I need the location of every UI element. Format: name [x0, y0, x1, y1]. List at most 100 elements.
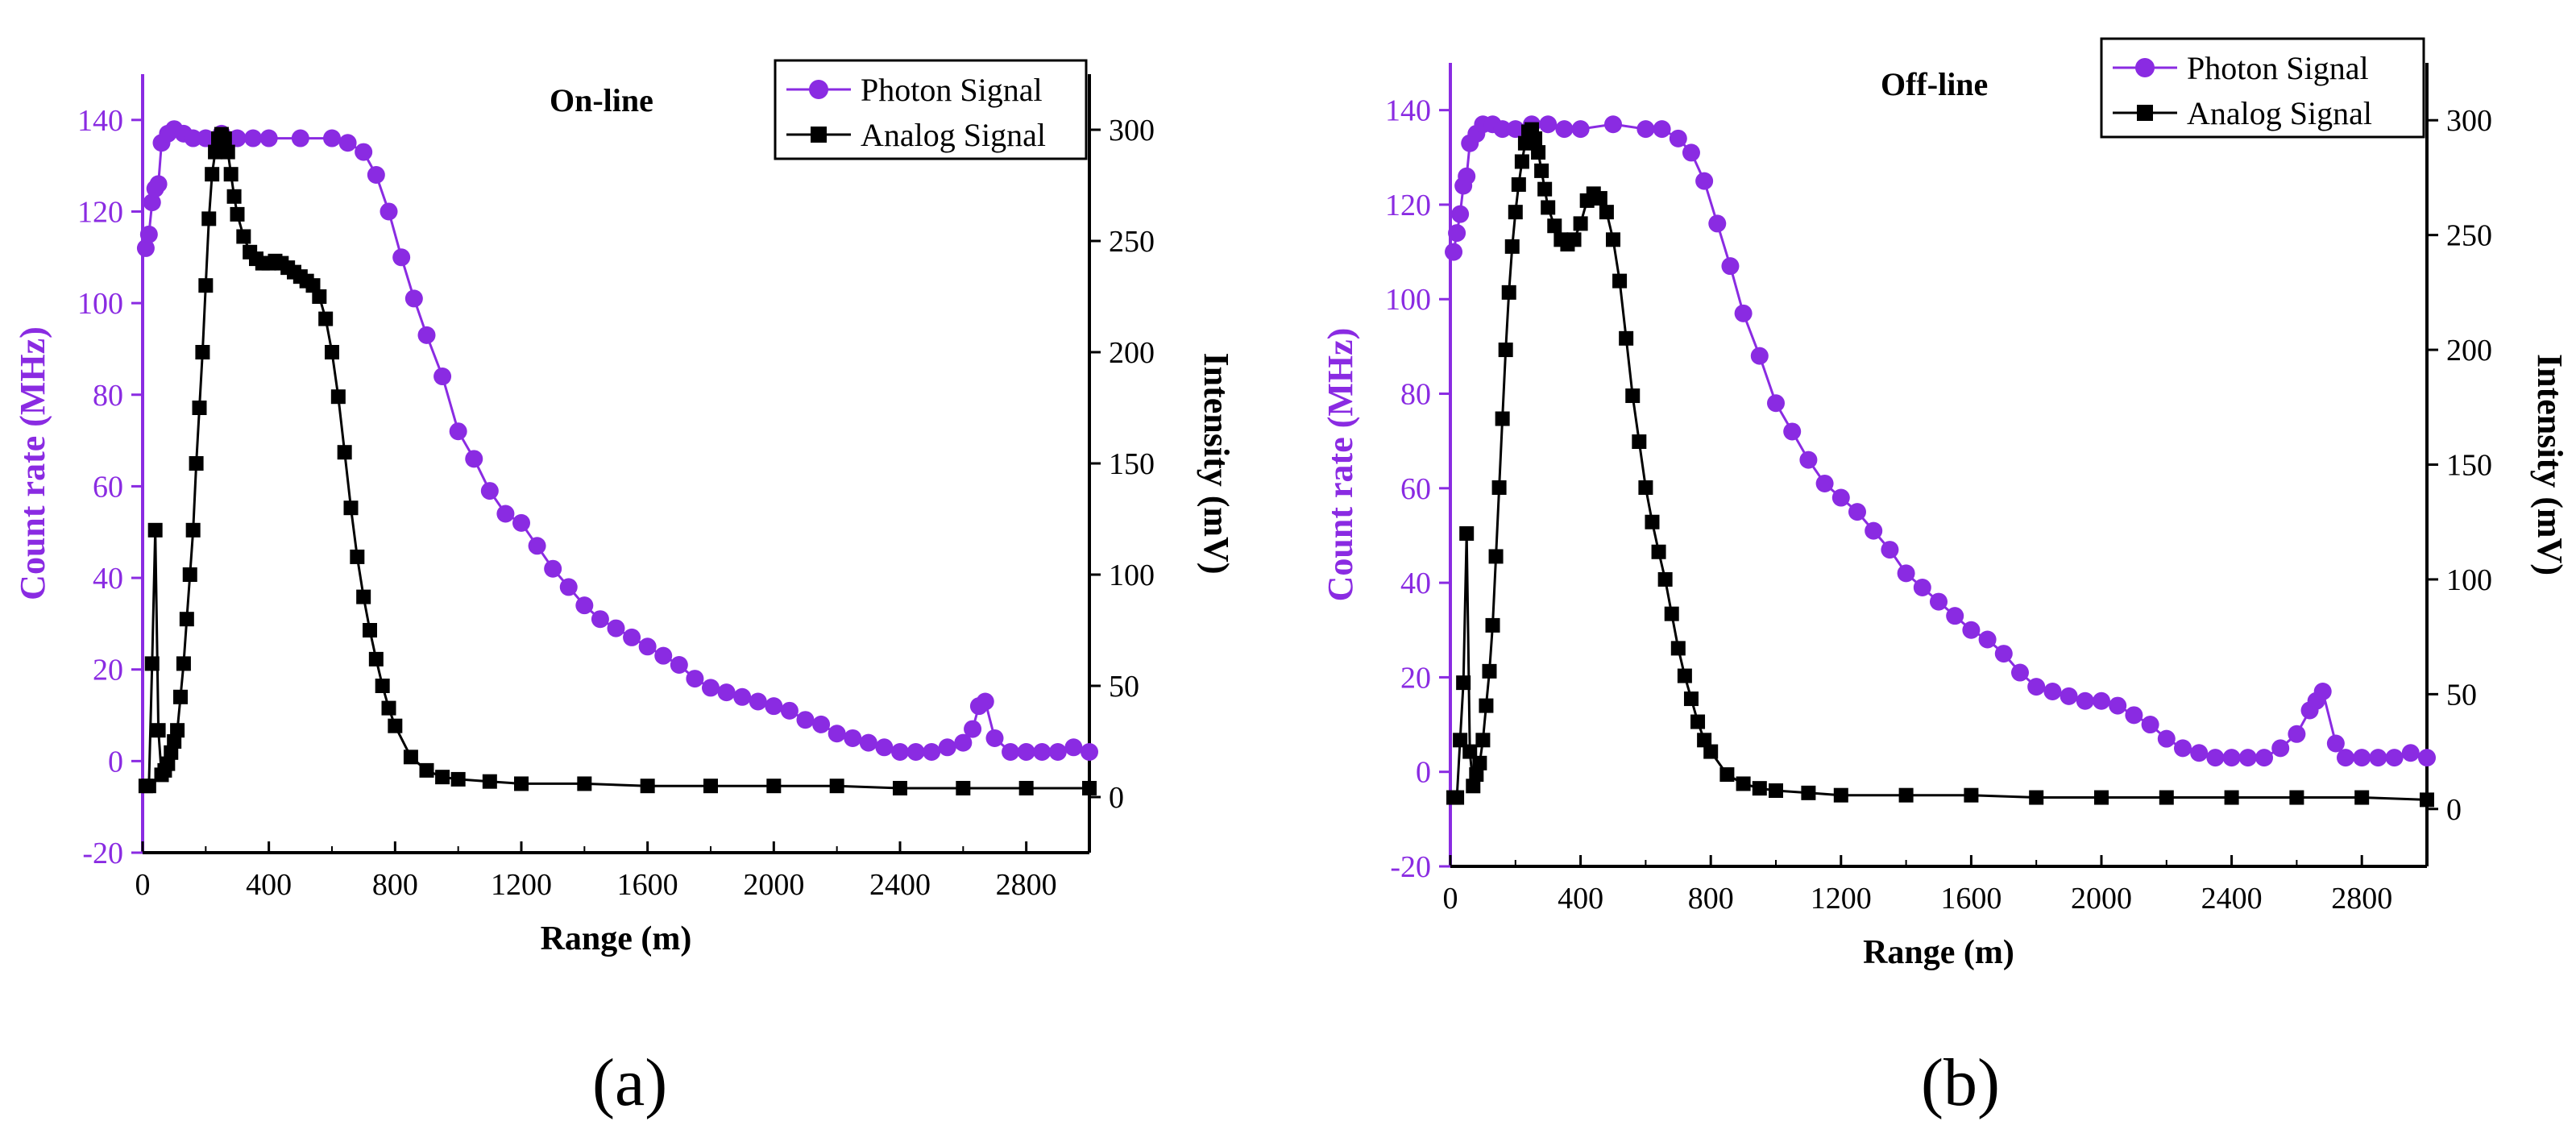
analog-signal-point — [189, 456, 204, 471]
photon-signal-point — [149, 175, 168, 193]
right-y-tick-label: 0 — [2446, 793, 2462, 827]
chart-title: On-line — [550, 82, 653, 118]
photon-signal-point — [923, 742, 941, 761]
analog-signal-point — [1450, 790, 1465, 805]
analog-signal-point — [179, 612, 194, 627]
analog-signal-point — [220, 144, 235, 160]
left-y-tick-label: -20 — [1390, 850, 1431, 884]
photon-signal-point — [355, 143, 373, 161]
photon-signal-point — [2060, 687, 2078, 705]
analog-signal-point — [640, 779, 655, 794]
photon-signal-point — [1695, 172, 1714, 190]
legend-box — [2100, 37, 2425, 139]
photon-signal-point — [2418, 749, 2436, 767]
photon-signal-point — [291, 129, 309, 147]
photon-signal-point — [404, 289, 423, 308]
photon-signal-point — [2288, 725, 2306, 743]
photon-signal-point — [2190, 744, 2209, 762]
analog-signal-point — [1606, 232, 1620, 247]
photon-signal-point — [1721, 257, 1740, 276]
x-tick-label: 2400 — [2201, 882, 2263, 916]
photon-signal-point — [244, 129, 263, 147]
photon-signal-point — [197, 129, 215, 147]
analog-signal-point — [1082, 780, 1097, 795]
left-y-tick-label: 100 — [1385, 283, 1431, 317]
photon-signal-point — [976, 692, 994, 711]
analog-signal-point — [703, 779, 718, 794]
photon-signal-point — [139, 225, 158, 243]
analog-signal-point — [1703, 744, 1719, 759]
analog-signal-point — [1619, 330, 1634, 346]
left-y-tick-label: 0 — [108, 745, 123, 779]
analog-signal-point — [1501, 284, 1516, 300]
x-tick-label: 400 — [1558, 882, 1603, 916]
photon-signal-point — [1458, 167, 1476, 185]
photon-signal-point — [1048, 742, 1067, 761]
right-y-tick-label: 50 — [2446, 678, 2477, 712]
left-y-axis-title: Count rate (MHz) — [1321, 328, 1360, 602]
left-y-axis-title: Count rate (MHz) — [13, 326, 52, 600]
chart-panel-a: 0 400 800 1200 1600 2000 2400 2800-200204060801… — [13, 59, 1236, 957]
x-tick-label: 1600 — [617, 868, 678, 902]
analog-signal-point — [1651, 544, 1666, 559]
analog-signal-point — [2094, 790, 2109, 805]
photon-signal-point — [136, 239, 155, 257]
analog-signal-point — [1670, 641, 1686, 656]
photon-signal-point — [1002, 742, 1020, 761]
x-tick-label: 0 — [1443, 882, 1458, 916]
analog-signal-point — [1736, 776, 1751, 791]
photon-signal-point — [1946, 607, 1964, 625]
analog-signal-point — [343, 500, 359, 516]
photon-signal-point — [1555, 120, 1574, 139]
legend-marker-analog — [811, 127, 827, 143]
legend: Photon Signal Analog Signal — [2100, 37, 2425, 139]
analog-signal-point — [1537, 181, 1553, 197]
x-tick-label: 1200 — [491, 868, 552, 902]
photon-signal-point — [392, 248, 411, 267]
x-tick-label: 800 — [1688, 882, 1734, 916]
photon-signal-point — [417, 326, 436, 344]
x-tick-label: 400 — [246, 868, 292, 902]
left-y-tick-label: 100 — [77, 287, 123, 321]
legend-marker-analog — [2137, 105, 2153, 121]
photon-signal-point — [2109, 696, 2127, 715]
right-y-tick-label: 200 — [1109, 336, 1155, 370]
photon-signal-point — [1571, 120, 1590, 139]
analog-signal-point — [766, 779, 782, 794]
analog-signal-point — [223, 167, 239, 182]
analog-signal-point — [1466, 779, 1481, 794]
photon-signal-point — [875, 738, 894, 757]
analog-signal-point — [1677, 668, 1692, 683]
photon-signal-point — [2206, 749, 2225, 767]
analog-signal-point — [337, 445, 352, 460]
photon-signal-point — [2271, 739, 2290, 758]
photon-signal-point — [480, 482, 499, 500]
photon-signal-point — [670, 656, 688, 675]
analog-signal-point — [1504, 239, 1520, 254]
right-y-tick-label: 300 — [2446, 104, 2492, 138]
analog-signal-point — [356, 589, 371, 604]
analog-signal-point — [2159, 790, 2174, 805]
x-tick-label: 1200 — [1811, 882, 1872, 916]
photon-signal-point — [1493, 120, 1512, 139]
photon-signal-point — [1539, 115, 1558, 134]
photon-signal-point — [449, 422, 467, 441]
left-y-tick-label: 20 — [93, 654, 123, 687]
analog-signal-point — [1514, 154, 1529, 169]
photon-signal-point — [1445, 243, 1463, 261]
photon-signal-point — [1994, 645, 2013, 663]
photon-signal-point — [2385, 749, 2404, 767]
analog-signal-point — [201, 211, 217, 226]
photon-signal-point — [2353, 749, 2371, 767]
left-y-tick-label: 80 — [1400, 378, 1431, 412]
analog-signal-point — [363, 623, 377, 637]
x-tick-label: 0 — [135, 868, 151, 902]
legend-label: Analog Signal — [2187, 95, 2372, 131]
photon-signal-point — [259, 129, 278, 147]
analog-signal-point — [419, 762, 434, 778]
analog-signal-point — [829, 779, 844, 794]
photon-signal-point — [906, 742, 925, 761]
right-y-tick-label: 0 — [1109, 781, 1124, 815]
photon-signal-point — [2401, 744, 2420, 762]
